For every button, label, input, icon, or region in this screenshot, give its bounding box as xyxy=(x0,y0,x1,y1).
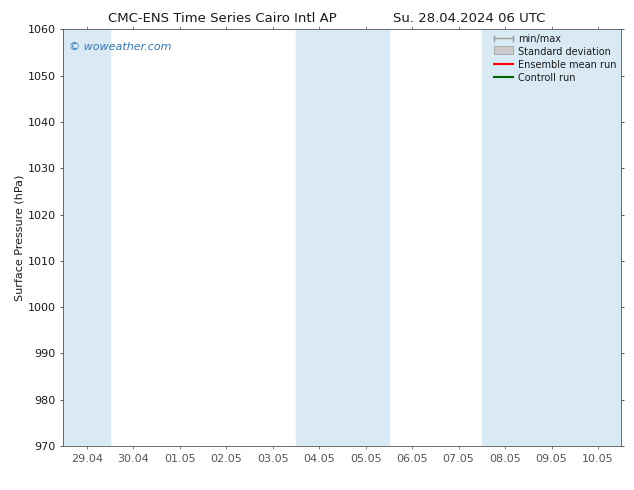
Bar xyxy=(63,29,110,446)
Y-axis label: Surface Pressure (hPa): Surface Pressure (hPa) xyxy=(15,174,25,301)
Legend: min/max, Standard deviation, Ensemble mean run, Controll run: min/max, Standard deviation, Ensemble me… xyxy=(494,34,616,83)
Text: Su. 28.04.2024 06 UTC: Su. 28.04.2024 06 UTC xyxy=(393,12,545,25)
Bar xyxy=(482,29,621,446)
Text: CMC-ENS Time Series Cairo Intl AP: CMC-ENS Time Series Cairo Intl AP xyxy=(108,12,336,25)
Text: © woweather.com: © woweather.com xyxy=(69,42,171,52)
Bar xyxy=(296,29,389,446)
